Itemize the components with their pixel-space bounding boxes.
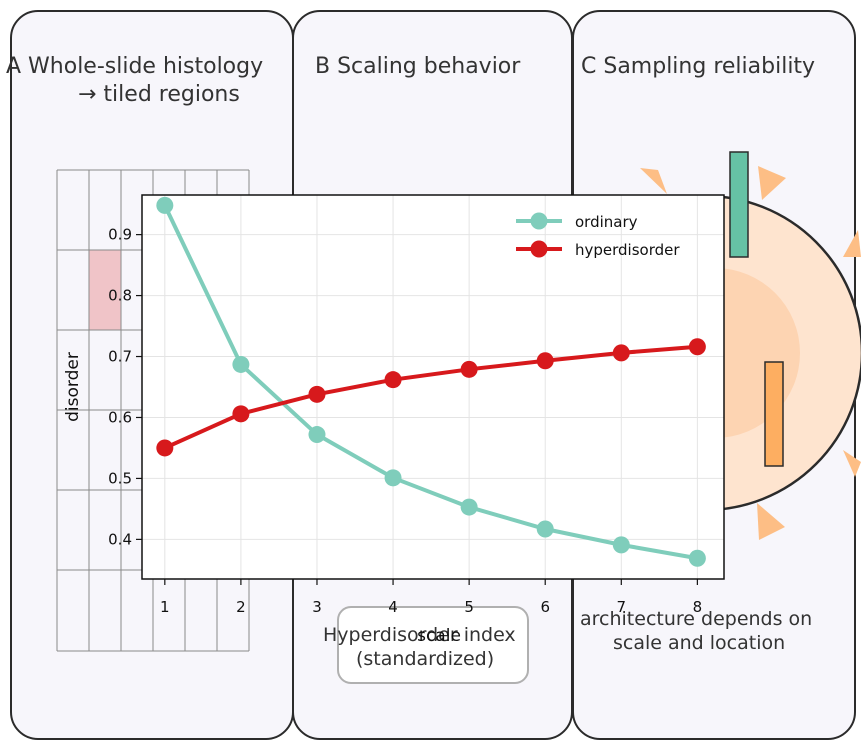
panel-b-title: B Scaling behavior — [315, 54, 521, 79]
plot-frame — [141, 194, 725, 580]
series-line-hyperdisorder — [164, 344, 698, 450]
y-tick-label: 0.7 — [108, 348, 132, 366]
data-point-ordinary — [536, 520, 554, 538]
data-point-hyperdisorder — [460, 360, 478, 378]
x-tick-label: 3 — [312, 598, 322, 616]
data-point-ordinary — [612, 536, 630, 554]
x-tick-label: 1 — [160, 598, 170, 616]
panel-a-title: A Whole-slide histology — [6, 54, 264, 79]
sample-bar-orange — [764, 361, 784, 467]
plot-area — [142, 195, 724, 579]
x-tick-label: 4 — [388, 598, 398, 616]
data-point-ordinary — [156, 196, 174, 214]
data-point-hyperdisorder — [156, 439, 174, 457]
x-tick-label: 5 — [464, 598, 474, 616]
y-tick-label: 0.6 — [108, 408, 132, 426]
index-label-line2: (standardized) — [356, 648, 495, 670]
data-point-ordinary — [460, 498, 478, 516]
wedge-3 — [843, 230, 861, 257]
y-tick-label: 0.5 — [108, 469, 132, 487]
index-label-box — [337, 606, 529, 684]
x-axis-label: scale — [417, 626, 461, 646]
panel-c-caption-1: architecture depends on — [580, 608, 813, 630]
legend-label-ordinary: ordinary — [575, 213, 638, 231]
data-point-hyperdisorder — [536, 352, 554, 370]
data-point-ordinary — [232, 355, 250, 373]
y-tick-label: 0.8 — [108, 287, 132, 305]
legend-marker-hyperdisorder — [530, 240, 548, 258]
series-line-ordinary — [163, 204, 698, 561]
data-point-ordinary — [688, 549, 706, 567]
highlighted-tile — [89, 250, 121, 330]
legend-marker-ordinary — [530, 212, 548, 230]
x-tick-label: 8 — [693, 598, 703, 616]
y-tick-label: 0.4 — [108, 530, 132, 548]
x-tick-label: 7 — [617, 598, 627, 616]
panel-c-title: C Sampling reliability — [581, 54, 816, 79]
wedge-1 — [640, 168, 667, 194]
data-point-hyperdisorder — [612, 344, 630, 362]
index-label-line1: Hyperdisorder index — [323, 624, 516, 646]
data-point-hyperdisorder — [308, 385, 326, 403]
x-tick-label: 6 — [540, 598, 550, 616]
panel-c-caption-2: scale and location — [613, 632, 786, 654]
data-point-hyperdisorder — [232, 405, 250, 423]
wedge-5 — [757, 503, 785, 540]
wedge-4 — [843, 450, 861, 477]
data-point-hyperdisorder — [688, 338, 706, 356]
data-point-hyperdisorder — [384, 371, 402, 389]
y-tick-label: 0.9 — [108, 226, 132, 244]
data-point-ordinary — [308, 426, 326, 444]
panel-a-subtitle: → tiled regions — [78, 82, 240, 107]
y-axis-label: disorder — [63, 352, 83, 422]
sample-bar-teal — [729, 151, 749, 258]
legend-label-hyperdisorder: hyperdisorder — [575, 241, 680, 259]
data-point-ordinary — [384, 469, 402, 487]
x-tick-label: 2 — [236, 598, 246, 616]
wedge-2 — [758, 166, 786, 200]
